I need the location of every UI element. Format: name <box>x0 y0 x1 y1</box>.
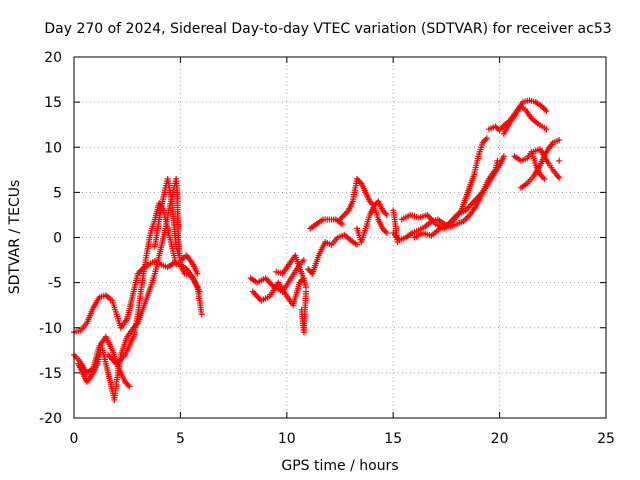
series-track-d <box>105 200 180 367</box>
data-point-marker <box>300 257 307 264</box>
y-tick-label: 10 <box>44 140 62 156</box>
data-point-marker <box>556 157 563 164</box>
y-tick-label: 15 <box>44 95 62 111</box>
data-point-marker <box>556 174 563 181</box>
data-point-marker <box>354 241 361 248</box>
data-point-marker <box>302 288 309 295</box>
series-track-c <box>75 175 205 403</box>
data-point-marker <box>173 261 180 268</box>
data-point-marker <box>126 383 133 390</box>
y-tick-label: 5 <box>53 185 62 201</box>
series-track-m <box>354 202 390 246</box>
series-track-r <box>485 97 550 134</box>
y-tick-label: -20 <box>39 411 62 427</box>
series-track-u <box>517 137 563 191</box>
x-axis-ticks: 0 5 10 15 20 25 <box>70 57 615 447</box>
x-tick-label: 25 <box>597 431 615 447</box>
data-point-marker <box>198 311 205 318</box>
series-track-s <box>500 103 550 137</box>
data-point-marker <box>383 211 390 218</box>
series-track-n <box>390 207 401 246</box>
data-point-marker <box>194 270 201 277</box>
data-point-marker <box>543 108 550 115</box>
series-track-g <box>249 275 307 309</box>
y-tick-label: -5 <box>48 276 62 292</box>
y-tick-label: 20 <box>44 50 62 66</box>
series-track-i <box>298 288 309 336</box>
x-tick-label: 10 <box>278 431 296 447</box>
data-point-marker <box>494 157 501 164</box>
series-track-b <box>71 333 133 390</box>
y-tick-label: 0 <box>53 231 62 247</box>
data-point-marker <box>339 220 346 227</box>
y-axis-label: SDTVAR / TECUs <box>7 180 23 295</box>
data-point-marker <box>541 175 548 182</box>
x-tick-label: 15 <box>384 431 402 447</box>
series-track-j <box>305 231 361 277</box>
x-tick-label: 0 <box>70 431 79 447</box>
series-track-e <box>151 175 201 277</box>
data-point-marker <box>483 135 490 142</box>
y-axis-ticks: -20 -15 -10 -5 0 5 10 15 20 <box>39 50 606 427</box>
x-axis-label: GPS time / hours <box>281 458 398 474</box>
data-point-marker <box>543 126 550 133</box>
chart-title: Day 270 of 2024, Sidereal Day-to-day VTE… <box>44 21 611 37</box>
series-track-w <box>556 157 563 164</box>
series-track-o <box>390 157 501 244</box>
series-track-l <box>337 175 390 223</box>
series-track-q <box>411 153 507 241</box>
data-points <box>71 97 563 403</box>
y-tick-label: -15 <box>39 366 62 382</box>
series-track-p <box>398 135 490 232</box>
data-point-marker <box>500 153 507 160</box>
data-point-marker <box>556 137 563 144</box>
x-tick-label: 20 <box>491 431 509 447</box>
data-point-marker <box>555 173 562 180</box>
y-tick-label: -10 <box>39 321 62 337</box>
series-track-v <box>530 146 563 181</box>
x-tick-label: 5 <box>176 431 185 447</box>
data-point-marker <box>383 229 390 236</box>
